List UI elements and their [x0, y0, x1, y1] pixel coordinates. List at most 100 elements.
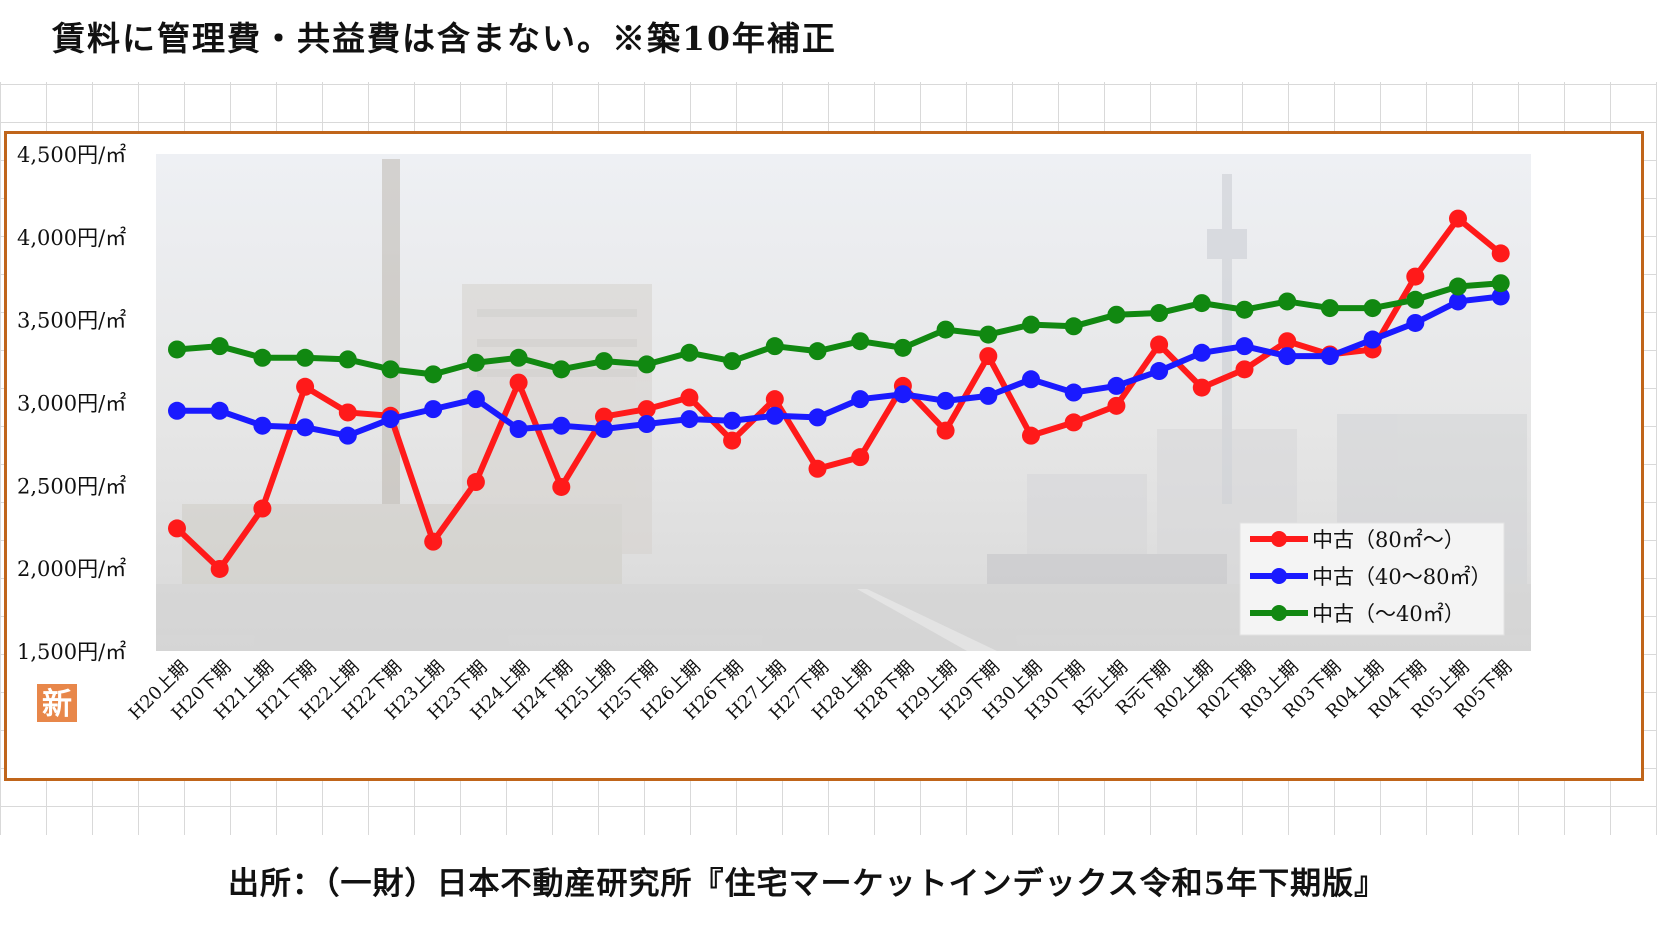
data-point — [1320, 299, 1339, 318]
data-point — [1320, 347, 1339, 366]
data-point — [1449, 277, 1467, 296]
data-point — [680, 388, 699, 407]
y-tick-label: 3,500円/㎡ — [17, 309, 126, 333]
data-point — [552, 416, 571, 435]
footer-row — [0, 835, 1657, 925]
data-point — [296, 348, 315, 367]
legend-label: 中古（80㎡～） — [1312, 528, 1465, 552]
data-point — [1278, 347, 1297, 366]
data-point — [466, 473, 485, 492]
legend-swatch-marker — [1271, 568, 1287, 584]
data-point — [893, 385, 912, 404]
data-point — [1107, 396, 1126, 415]
legend-item: 中古（80㎡～） — [1250, 528, 1465, 552]
legend-swatch-marker — [1271, 531, 1287, 547]
data-point — [765, 337, 784, 356]
data-point — [979, 386, 998, 405]
data-point — [808, 459, 827, 478]
new-badge-box — [37, 684, 77, 722]
data-point — [168, 340, 186, 359]
data-point — [381, 410, 400, 429]
data-point — [424, 400, 443, 419]
data-point — [1406, 290, 1425, 309]
y-tick-label: 4,000円/㎡ — [17, 226, 126, 250]
data-point — [1022, 315, 1040, 334]
data-point — [296, 377, 315, 396]
y-tick-label: 1,500円/㎡ — [17, 640, 126, 664]
data-point — [637, 400, 656, 419]
data-point — [1406, 313, 1425, 332]
data-point — [253, 348, 272, 367]
data-point — [595, 352, 613, 371]
data-point — [509, 373, 528, 392]
data-point — [723, 411, 742, 430]
data-point — [1150, 335, 1169, 354]
legend: 中古（80㎡～） 中古（40～80㎡） 中古（～40㎡） — [1239, 522, 1505, 636]
new-badge: 新 — [37, 684, 77, 722]
data-point — [851, 332, 870, 351]
data-point — [509, 348, 528, 367]
series-2 — [168, 287, 1510, 445]
data-point — [1278, 292, 1297, 311]
data-point — [1491, 274, 1510, 293]
data-point — [1363, 330, 1382, 349]
new-badge-label: 新 — [42, 687, 72, 722]
data-point — [466, 390, 485, 409]
series-3 — [168, 274, 1510, 384]
data-point — [1150, 304, 1169, 323]
rent-chart: 4,500円/㎡ 4,000円/㎡ 3,500円/㎡ 3,000円/㎡ 2,500円/㎡… — [17, 143, 1531, 725]
data-point — [210, 337, 229, 356]
y-tick-label: 3,000円/㎡ — [17, 392, 126, 416]
data-point — [509, 420, 528, 439]
data-point — [851, 448, 870, 467]
header-note: 賃料に管理費・共益費は含まない。※築10年補正 — [52, 19, 837, 58]
header-row — [0, 0, 1657, 82]
data-point — [1022, 370, 1040, 389]
data-point — [1064, 383, 1083, 402]
data-point — [851, 390, 870, 409]
data-point — [637, 415, 656, 434]
data-point — [1192, 343, 1211, 362]
data-point — [723, 431, 742, 450]
y-tick-label: 2,500円/㎡ — [17, 474, 126, 498]
data-point — [424, 365, 443, 384]
data-point — [1192, 378, 1211, 397]
legend-label: 中古（40～80㎡） — [1312, 565, 1491, 589]
data-point — [1235, 300, 1254, 319]
data-point — [936, 421, 955, 440]
data-point — [680, 343, 699, 362]
data-point — [680, 410, 699, 429]
data-point — [253, 416, 272, 435]
data-point — [893, 338, 912, 357]
data-point — [1064, 413, 1083, 432]
data-point — [1278, 332, 1297, 351]
data-point — [1449, 209, 1467, 228]
data-point — [808, 342, 827, 361]
data-point — [765, 406, 784, 425]
data-point — [979, 325, 998, 344]
y-tick-label: 2,000円/㎡ — [17, 557, 126, 581]
data-point — [253, 499, 272, 518]
source-note: 出所：（一財）日本不動産研究所『住宅マーケットインデックス令和5年下期版』 — [228, 866, 1387, 902]
data-point — [1406, 267, 1425, 286]
data-point — [1022, 426, 1040, 445]
data-point — [338, 350, 357, 369]
data-point — [595, 407, 613, 426]
legend-item: 中古（～40㎡） — [1250, 602, 1465, 626]
data-point — [168, 401, 186, 420]
chart-frame[interactable]: 4,500円/㎡ 4,000円/㎡ 3,500円/㎡ 3,000円/㎡ 2,500円/㎡… — [4, 131, 1644, 781]
data-point — [552, 360, 571, 379]
x-axis: H20上期H20下期H21上期H21下期H22上期H22下期H23上期H23下期… — [125, 657, 1516, 725]
data-point — [381, 360, 400, 379]
data-point — [1150, 362, 1169, 381]
legend-item: 中古（40～80㎡） — [1250, 565, 1491, 589]
series-1 — [168, 209, 1510, 578]
data-point — [296, 418, 315, 437]
data-point — [424, 532, 443, 551]
data-point — [765, 390, 784, 409]
data-point — [338, 426, 357, 445]
data-point — [936, 320, 955, 339]
data-point — [1064, 317, 1083, 336]
data-point — [595, 420, 613, 439]
data-point — [168, 519, 186, 538]
